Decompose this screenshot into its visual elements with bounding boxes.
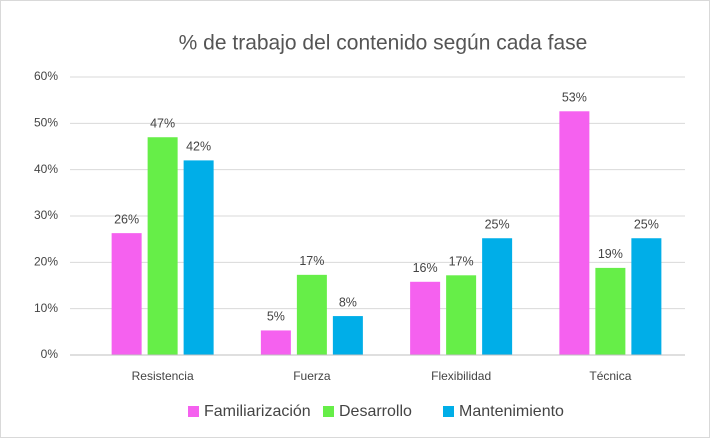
value-label: 5% — [267, 310, 285, 324]
y-tick-label: 50% — [34, 116, 58, 130]
y-tick-label: 20% — [34, 255, 58, 269]
value-label: 47% — [150, 117, 175, 131]
value-label: 42% — [186, 140, 211, 154]
legend-label: Mantenimiento — [459, 403, 564, 420]
x-tick-label: Flexibilidad — [431, 369, 491, 383]
bar — [260, 330, 291, 355]
bar — [183, 160, 214, 355]
chart-title: % de trabajo del contenido según cada fa… — [179, 32, 588, 55]
value-label: 17% — [449, 255, 474, 269]
bar — [111, 233, 142, 355]
y-tick-label: 40% — [34, 162, 58, 176]
legend-label: Familiarización — [204, 403, 311, 420]
value-label: 17% — [299, 254, 324, 268]
bar — [482, 238, 513, 355]
bar — [559, 111, 590, 355]
y-tick-label: 30% — [34, 208, 58, 222]
y-tick-label: 10% — [34, 301, 58, 315]
value-label: 25% — [485, 218, 510, 232]
value-label: 8% — [339, 295, 357, 309]
bar — [410, 281, 441, 355]
legend-swatch — [323, 406, 334, 417]
value-label: 16% — [413, 261, 438, 275]
legend-label: Desarrollo — [339, 403, 412, 420]
value-label: 26% — [114, 212, 139, 226]
legend-swatch — [443, 406, 454, 417]
legend-swatch — [188, 406, 199, 417]
x-tick-label: Técnica — [589, 369, 631, 383]
bar — [332, 316, 363, 355]
bar — [595, 267, 626, 355]
bar — [446, 275, 477, 355]
value-label: 25% — [634, 218, 659, 232]
value-label: 53% — [562, 91, 587, 105]
x-tick-label: Fuerza — [293, 369, 331, 383]
value-label: 19% — [598, 247, 623, 261]
y-tick-label: 60% — [34, 69, 58, 83]
bar — [631, 238, 662, 355]
x-tick-label: Resistencia — [132, 369, 194, 383]
bar — [296, 274, 327, 355]
bar — [147, 137, 178, 355]
y-tick-label: 0% — [41, 347, 59, 361]
